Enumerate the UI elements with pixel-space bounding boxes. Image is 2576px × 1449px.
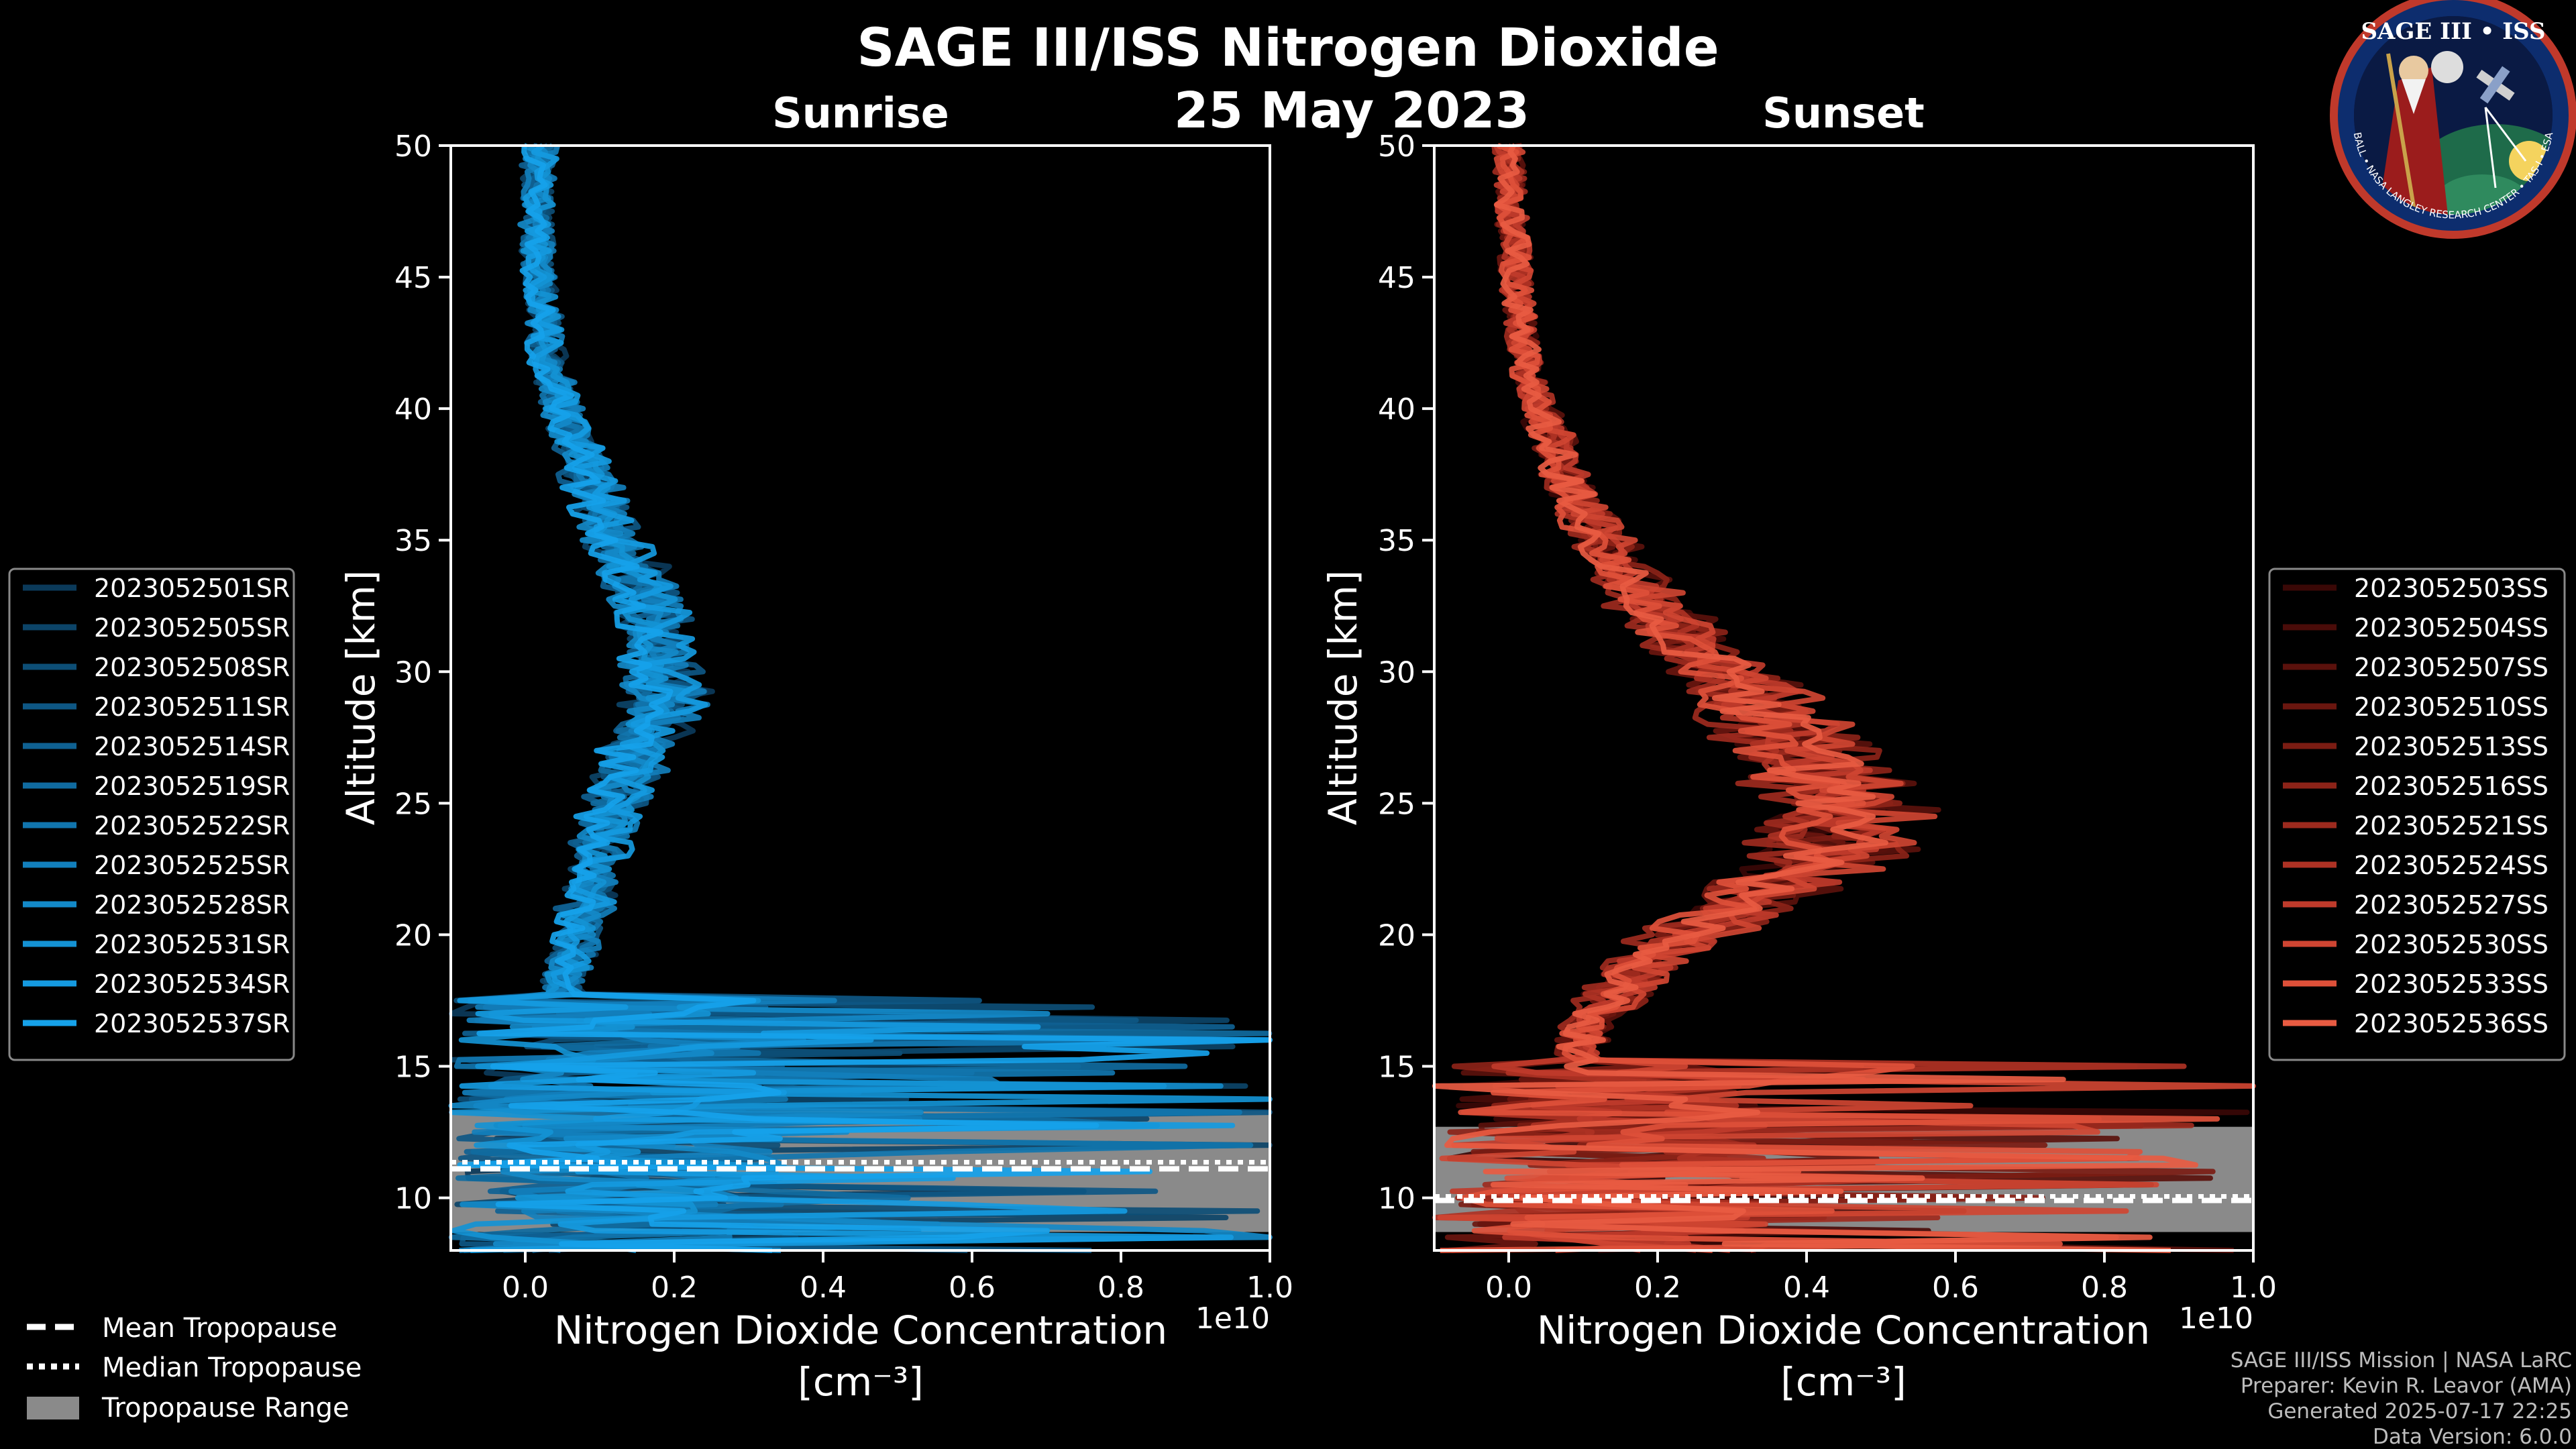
y-tick-label: 35 <box>1378 524 1415 558</box>
y-tick-label: 20 <box>1378 918 1415 953</box>
mean-tropopause-label: Mean Tropopause <box>102 1313 337 1344</box>
sunrise-profiles <box>448 143 1273 1253</box>
mission-logo: SAGE III • ISS BALL • NASA LANGLEY RESEA… <box>2330 0 2576 239</box>
legend-entry-2023052527SS: 2023052527SS <box>2354 890 2548 920</box>
y-tick-label: 15 <box>394 1051 432 1085</box>
x-tick-label: 0.6 <box>1932 1271 1979 1305</box>
legend-entry-2023052513SS: 2023052513SS <box>2354 732 2548 761</box>
y-tick-label: 50 <box>1378 129 1415 164</box>
y-tick-label: 15 <box>1378 1051 1415 1085</box>
x-tick-label: 0.6 <box>949 1271 996 1305</box>
y-tick-label: 25 <box>1378 787 1415 821</box>
x-tick-label: 0.2 <box>651 1271 698 1305</box>
sunset-offset-label: 1e10 <box>2179 1301 2253 1336</box>
legend-entry-2023052516SS: 2023052516SS <box>2354 771 2548 801</box>
figure-date: 25 May 2023 <box>1174 82 1529 140</box>
y-tick-label: 10 <box>1378 1182 1415 1216</box>
legend-frame <box>2268 568 2566 1061</box>
x-tick-label: 0.0 <box>502 1271 549 1305</box>
sunset-profiles <box>1432 143 2256 1253</box>
y-tick-label: 45 <box>394 261 432 295</box>
x-tick-label: 1.0 <box>1246 1271 1293 1305</box>
y-tick-label: 25 <box>394 787 432 821</box>
legend-frame <box>8 568 295 1061</box>
x-tick-label: 0.0 <box>1485 1271 1532 1305</box>
y-tick-label: 45 <box>1378 261 1415 295</box>
median-tropopause-label: Median Tropopause <box>102 1352 362 1383</box>
y-tick-label: 35 <box>394 524 432 558</box>
sunset-ylabel: Altitude [km] <box>1320 570 1366 825</box>
y-tick-label: 10 <box>394 1182 432 1216</box>
x-tick-label: 0.4 <box>1783 1271 1830 1305</box>
profile-line-2023052536SS <box>1432 144 2198 1253</box>
legend-entry-2023052521SS: 2023052521SS <box>2354 811 2548 841</box>
figure-title: SAGE III/ISS Nitrogen Dioxide <box>857 18 1719 78</box>
credit-generated: Generated 2025-07-17 22:25 <box>2267 1399 2572 1424</box>
x-tick-label: 0.4 <box>800 1271 847 1305</box>
profile-line-2023052527SS <box>1450 144 2141 1253</box>
legend-entry-2023052511SR: 2023052511SR <box>94 692 290 722</box>
sunset-axes: 0.0 0.2 0.4 0.6 0.8 1.0 10 15 20 25 30 35 40 45 50 <box>1378 129 2277 1305</box>
sunrise-title: Sunrise <box>772 89 949 138</box>
legend-entry-2023052510SS: 2023052510SS <box>2354 692 2548 722</box>
legend-entry-2023052507SS: 2023052507SS <box>2354 653 2548 682</box>
credit-version: Data Version: 6.0.0 <box>2373 1425 2572 1449</box>
sunrise-xunit: [cm⁻³] <box>798 1359 924 1405</box>
legend-entry-2023052519SR: 2023052519SR <box>94 771 290 801</box>
legend-entry-2023052530SS: 2023052530SS <box>2354 930 2548 959</box>
x-tick-label: 0.2 <box>1634 1271 1681 1305</box>
profile-line-2023052533SS <box>1440 143 2220 1253</box>
y-tick-label: 30 <box>394 655 432 690</box>
legend-entry-2023052508SR: 2023052508SR <box>94 653 290 682</box>
legend-entry-2023052537SR: 2023052537SR <box>94 1009 290 1038</box>
sunrise-legend: 2023052501SR 2023052505SR 2023052508SR 2023… <box>8 568 295 1061</box>
y-tick-label: 20 <box>394 918 432 953</box>
legend-entry-2023052501SR: 2023052501SR <box>94 574 290 603</box>
y-tick-label: 40 <box>394 392 432 427</box>
y-tick-label: 30 <box>1378 655 1415 690</box>
legend-entry-2023052514SR: 2023052514SR <box>94 732 290 761</box>
y-tick-label: 50 <box>394 129 432 164</box>
sunset-xunit: [cm⁻³] <box>1780 1359 1907 1405</box>
legend-entry-2023052522SR: 2023052522SR <box>94 811 290 841</box>
legend-entry-2023052531SR: 2023052531SR <box>94 930 290 959</box>
profile-line-2023052537SR <box>457 145 1273 1253</box>
x-tick-label: 1.0 <box>2230 1271 2277 1305</box>
legend-entry-2023052536SS: 2023052536SS <box>2354 1009 2548 1038</box>
x-tick-label: 0.8 <box>2081 1271 2128 1305</box>
sunset-legend: 2023052503SS 2023052504SS 2023052507SS 2023… <box>2268 568 2566 1061</box>
legend-entry-2023052505SR: 2023052505SR <box>94 613 290 643</box>
tropopause-range-label: Tropopause Range <box>101 1393 350 1424</box>
x-tick-label: 0.8 <box>1097 1271 1144 1305</box>
legend-entry-2023052524SS: 2023052524SS <box>2354 851 2548 880</box>
sunset-panel: Sunset 0.0 0.2 0.4 0.6 0.8 1.0 10 15 20 25 30 35 40 4… <box>1320 89 2277 1405</box>
legend-entry-2023052528SR: 2023052528SR <box>94 890 290 920</box>
sunset-title: Sunset <box>1762 89 1925 138</box>
y-tick-label: 40 <box>1378 392 1415 427</box>
credit-preparer: Preparer: Kevin R. Leavor (AMA) <box>2241 1374 2572 1398</box>
sunset-axes-frame <box>1433 144 2255 1252</box>
sunrise-offset-label: 1e10 <box>1195 1301 1270 1336</box>
sunrise-xlabel: Nitrogen Dioxide Concentration <box>554 1307 1167 1353</box>
legend-entry-2023052503SS: 2023052503SS <box>2354 574 2548 603</box>
credit-mission: SAGE III/ISS Mission | NASA LaRC <box>2231 1348 2572 1373</box>
sunset-xlabel: Nitrogen Dioxide Concentration <box>1537 1307 2150 1353</box>
credits: SAGE III/ISS Mission | NASA LaRC Prepare… <box>2231 1348 2572 1449</box>
sunrise-panel: Sunrise 0.0 0.2 0.4 0.6 0.8 1.0 10 15 20 25 30 35 40… <box>338 89 1293 1405</box>
tropopause-range-swatch <box>27 1397 79 1419</box>
logo-title: SAGE III • ISS <box>2361 18 2545 45</box>
tropopause-legend: Mean Tropopause Median Tropopause Tropop… <box>27 1313 362 1424</box>
legend-entry-2023052534SR: 2023052534SR <box>94 969 290 999</box>
sunrise-axes-frame <box>449 144 1271 1252</box>
legend-entry-2023052533SS: 2023052533SS <box>2354 969 2548 999</box>
sunrise-axes: 0.0 0.2 0.4 0.6 0.8 1.0 10 15 20 25 30 35 40 45 50 <box>394 129 1293 1305</box>
legend-entry-2023052504SS: 2023052504SS <box>2354 613 2548 643</box>
sunrise-ylabel: Altitude [km] <box>338 570 384 825</box>
legend-entry-2023052525SR: 2023052525SR <box>94 851 290 880</box>
